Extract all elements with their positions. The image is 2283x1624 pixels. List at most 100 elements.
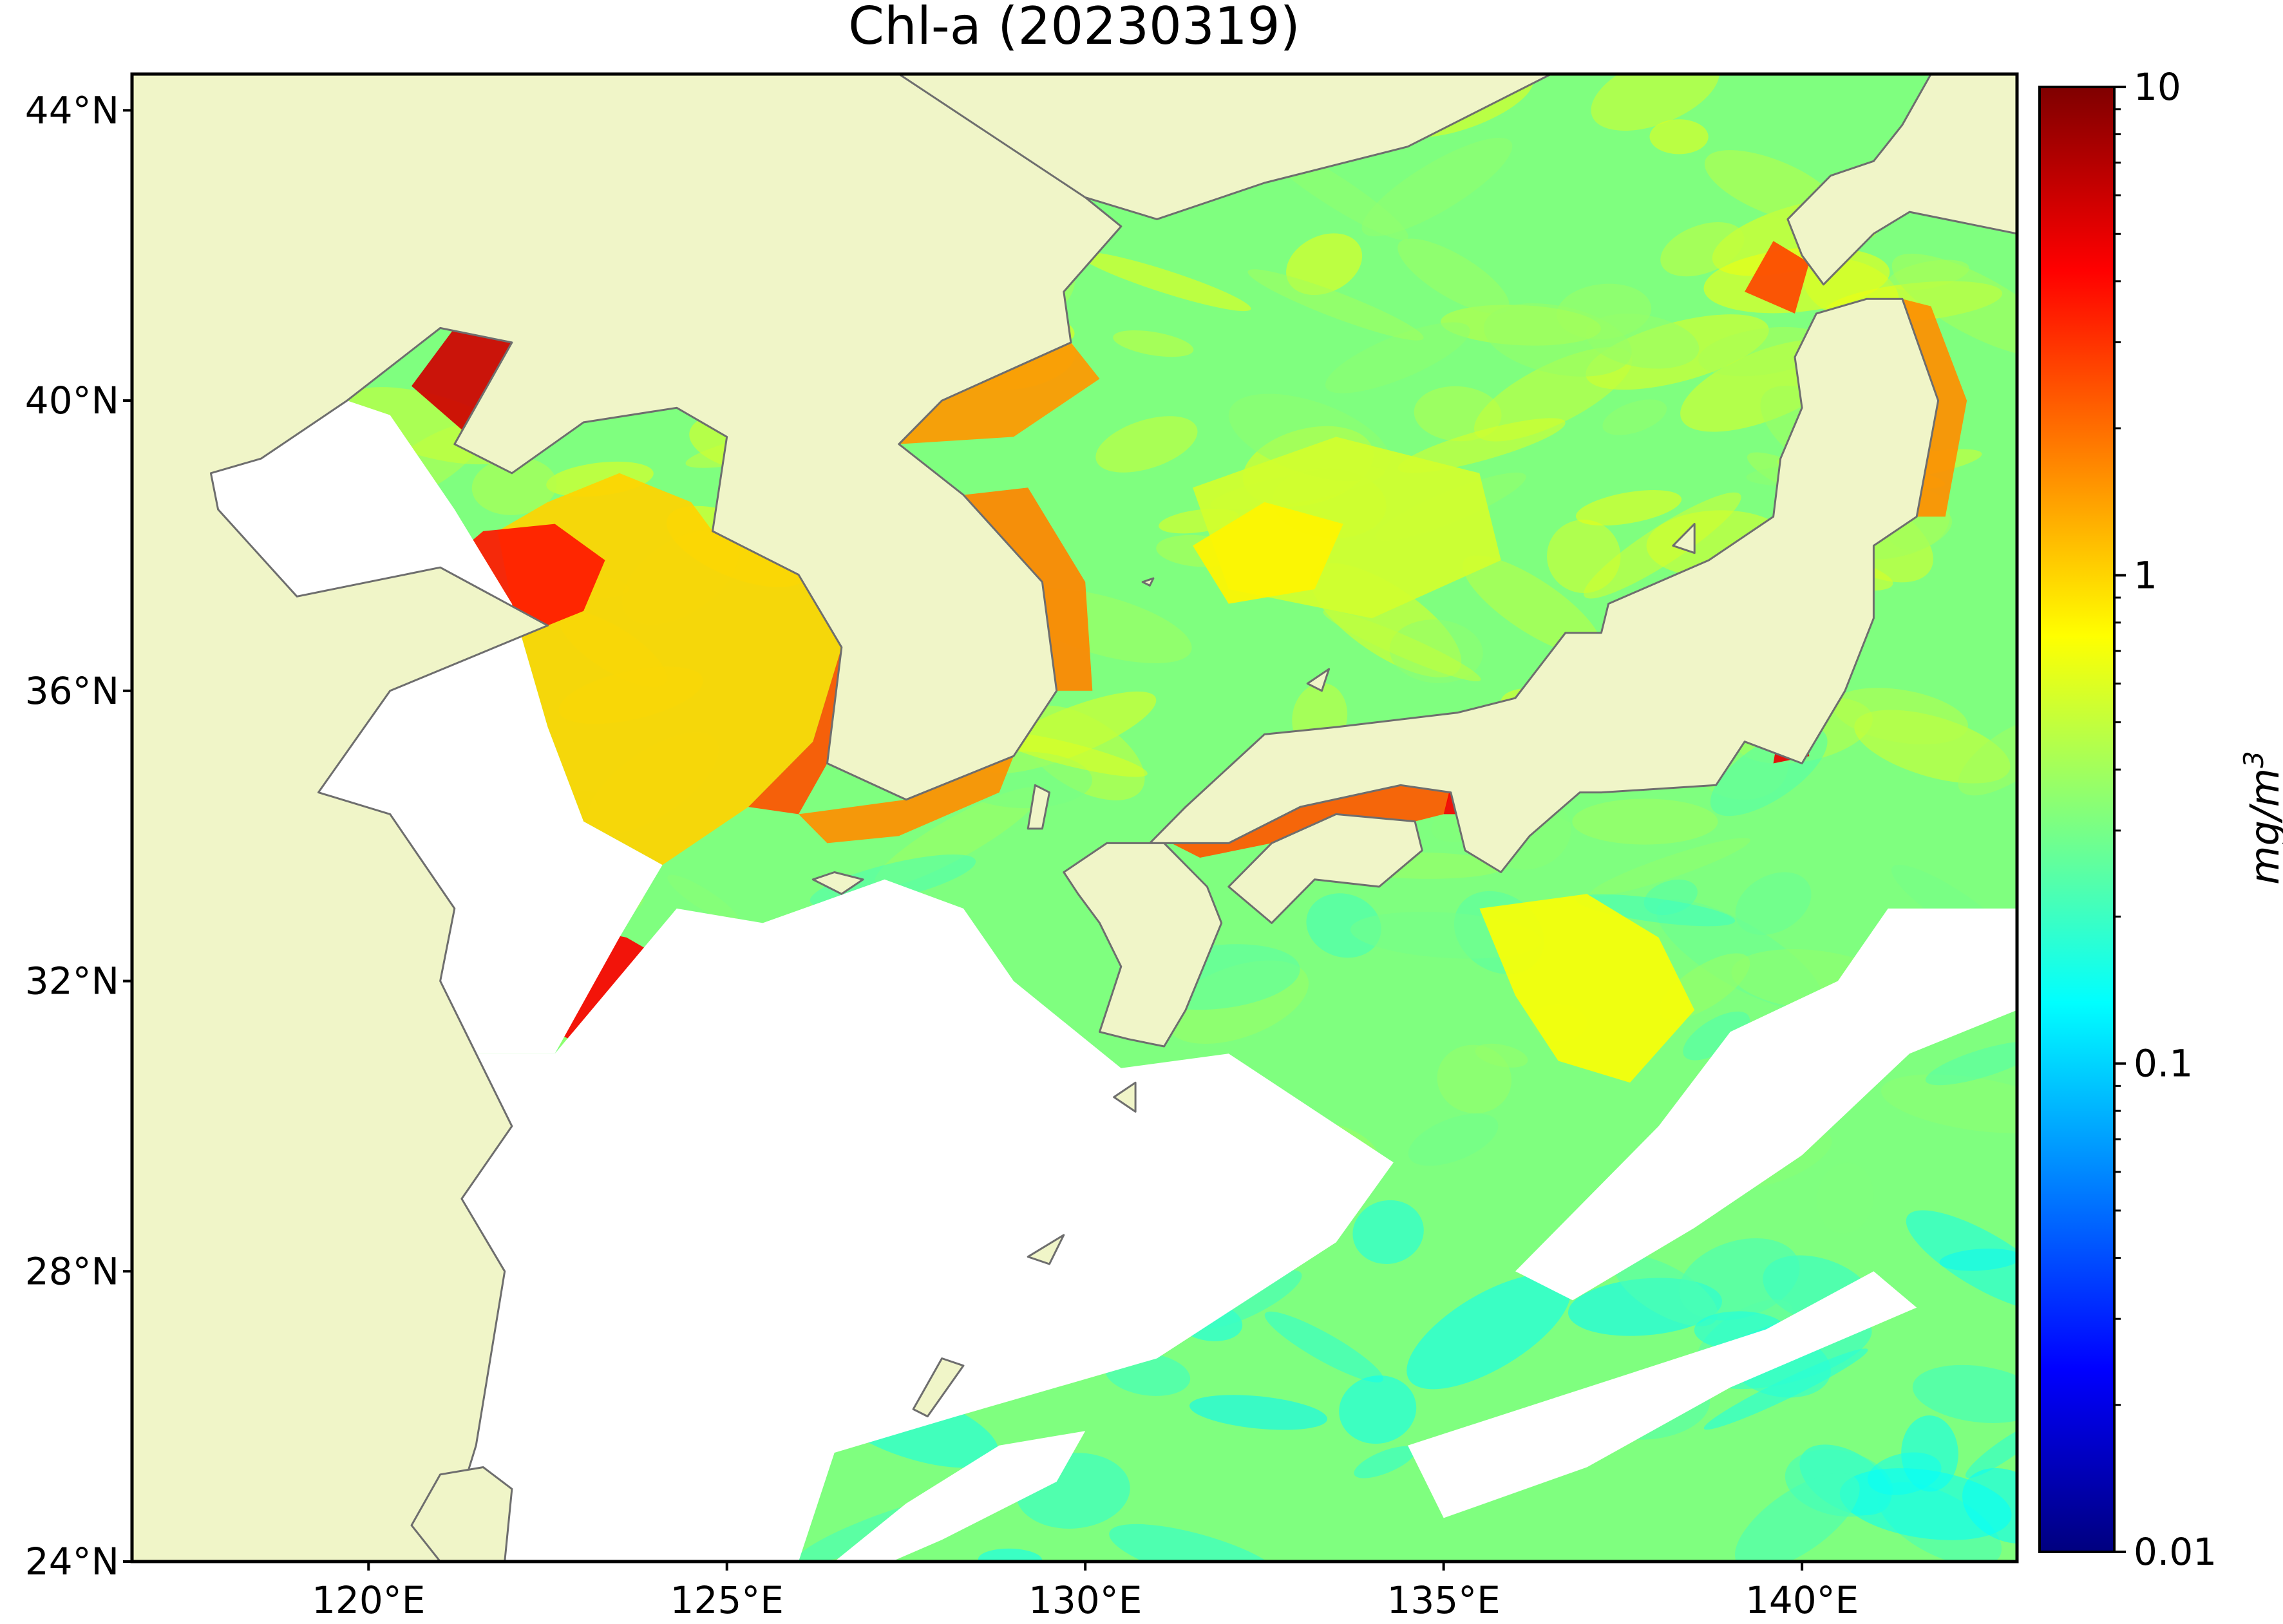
chlorophyll-texture-blob bbox=[1906, 1210, 2017, 1312]
colorbar-tick-label: 0.1 bbox=[2134, 1042, 2193, 1086]
chlorophyll-texture-blob bbox=[1189, 1395, 1327, 1430]
no-data-southern-cloud-streak bbox=[1408, 1271, 1917, 1518]
land-sado bbox=[1672, 523, 1696, 554]
chlorophyll-texture-blob bbox=[1113, 330, 1194, 357]
chlorophyll-texture-blob bbox=[990, 732, 1148, 777]
land-tsushima bbox=[1027, 784, 1050, 830]
chlorophyll-texture-blob bbox=[1352, 1200, 1424, 1264]
chlorophyll-texture-blob bbox=[1925, 1041, 2017, 1086]
chlorophyll-texture-blob bbox=[1602, 399, 1667, 435]
lat-tick-label: 24°N bbox=[25, 1540, 119, 1583]
chl-patch-kuroshio-offshore-patch bbox=[1479, 894, 1695, 1083]
lat-tick-label: 44°N bbox=[25, 88, 119, 132]
lat-tick-label: 40°N bbox=[25, 379, 119, 422]
chl-patch-east-korea-bay bbox=[898, 342, 1100, 444]
chlorophyll-texture-blob bbox=[1547, 519, 1621, 594]
chlorophyll-texture-blob bbox=[1397, 238, 1510, 314]
chlorophyll-texture-blob bbox=[1306, 893, 1381, 958]
chlorophyll-texture-blob bbox=[1354, 1446, 1416, 1478]
chlorophyll-texture-blob bbox=[1361, 137, 1513, 236]
chlorophyll-texture-blob bbox=[1912, 1364, 2017, 1423]
chlorophyll-texture-blob bbox=[1077, 251, 1251, 312]
chlorophyll-texture-blob bbox=[1572, 798, 1718, 845]
colorbar-label: mg/m3 bbox=[2238, 751, 2283, 885]
lon-tick-label: 135°E bbox=[1387, 1578, 1500, 1622]
chlorophyll-texture-blob bbox=[1833, 688, 1968, 744]
chlorophyll-texture-blob bbox=[1339, 1375, 1417, 1444]
chlorophyll-texture-blob bbox=[1880, 1074, 2017, 1133]
lon-tick-label: 125°E bbox=[670, 1578, 784, 1622]
land-kyushu bbox=[1063, 842, 1223, 1048]
chlorophyll-texture-blob bbox=[1286, 233, 1363, 296]
chlorophyll-texture-blob bbox=[1891, 253, 2017, 357]
no-data-eastern-pacific-cloud-gap bbox=[1515, 908, 2017, 1301]
colorbar-gradient-bar bbox=[2040, 87, 2114, 1552]
chlorophyll-texture-blob bbox=[1575, 490, 1682, 526]
longitude-axis: 120°E 125°E 130°E 135°E 140°E bbox=[312, 1562, 1859, 1622]
land-jeju bbox=[811, 871, 864, 895]
chlorophyll-texture-blob bbox=[1614, 1255, 1718, 1327]
chl-patch-tsugaru-region bbox=[1745, 241, 1810, 314]
land-tanegashima-yakushima bbox=[1113, 1081, 1137, 1113]
no-data-east-china-sea-and-pacific-gap bbox=[440, 879, 1394, 1562]
latitude-axis: 44°N 40°N 36°N 32°N 28°N 24°N bbox=[25, 88, 132, 1583]
chlorophyll-texture-blob bbox=[1591, 74, 1719, 131]
chlorophyll-texture-blob bbox=[1463, 555, 1602, 656]
land-taiwan bbox=[410, 1466, 513, 1562]
chlorophyll-texture-blob bbox=[1660, 222, 1745, 277]
colorbar-label-exponent: 3 bbox=[2238, 751, 2269, 768]
land-okinawa bbox=[912, 1357, 965, 1418]
chlorophyll-texture-blob bbox=[667, 874, 739, 923]
colorbar-frame bbox=[2038, 86, 2116, 1553]
chlorophyll-texture-blob bbox=[1325, 322, 1470, 393]
map-frame bbox=[130, 72, 2019, 1563]
lat-tick-label: 36°N bbox=[25, 669, 119, 713]
colorbar-tick-label: 1 bbox=[2134, 553, 2157, 597]
chlorophyll-texture-blob bbox=[1247, 269, 1424, 341]
chlorophyll-texture-blob bbox=[1109, 1524, 1284, 1562]
chlorophyll-texture-blob bbox=[1965, 1421, 2017, 1478]
chlorophyll-texture-blob bbox=[471, 457, 557, 515]
lon-tick-label: 130°E bbox=[1028, 1578, 1142, 1622]
lon-tick-label: 140°E bbox=[1745, 1578, 1859, 1622]
colorbar-tick-label: 10 bbox=[2134, 65, 2181, 109]
chlorophyll-texture-blob bbox=[1484, 303, 1632, 377]
no-data-southwest-cloud-streak bbox=[834, 1431, 1086, 1562]
land-masses bbox=[132, 74, 2017, 1562]
chlorophyll-texture-blob bbox=[1397, 418, 1566, 473]
chlorophyll-texture-blob bbox=[1201, 1270, 1302, 1328]
chlorophyll-texture-blob bbox=[1958, 717, 2017, 796]
chl-patch-korea-east-coast-band bbox=[963, 487, 1093, 691]
land-oki bbox=[1306, 668, 1331, 692]
chlorophyll-texture-blob bbox=[1264, 1311, 1384, 1383]
chlorophyll-texture-blob bbox=[1323, 610, 1481, 682]
colorbar-label-unit: mg/m bbox=[2241, 768, 2283, 885]
chlorophyll-texture-blob bbox=[1839, 1468, 2012, 1540]
chlorophyll-texture-blob bbox=[1735, 872, 1812, 935]
lat-tick-label: 28°N bbox=[25, 1249, 119, 1293]
colorbar-ticks: 10 1 0.1 0.01 bbox=[2114, 65, 2217, 1574]
chl-patch-korean-south-coast bbox=[799, 756, 1014, 844]
chl-patch-shandong-coast-bloom bbox=[440, 524, 605, 626]
map-title: Chl-a (20230319) bbox=[848, 0, 1300, 56]
chl-patch-seto-inland-sea bbox=[1171, 785, 1451, 858]
land-ulleungdo bbox=[1141, 577, 1155, 587]
land-hokkaido bbox=[1786, 74, 2017, 286]
chlorophyll-texture-blob bbox=[1590, 838, 1750, 896]
chlorophyll-texture-blob bbox=[1734, 1473, 1860, 1562]
chlorophyll-texture-blob bbox=[1683, 1011, 1750, 1061]
land-asian-mainland bbox=[132, 74, 1553, 1562]
chl-patch-korean-west-coast bbox=[748, 647, 842, 815]
colorbar: 10 1 0.1 0.01 mg/m3 bbox=[2038, 65, 2283, 1574]
land-honshu bbox=[1148, 297, 1940, 873]
no-data-areas bbox=[211, 401, 2017, 1562]
chl-patch-sanriku-coast bbox=[1902, 299, 1967, 517]
land-shikoku bbox=[1227, 813, 1423, 924]
lat-tick-label: 32°N bbox=[25, 959, 119, 1003]
chlorophyll-texture-blob bbox=[1475, 1043, 1528, 1068]
chlorophyll-texture-blob bbox=[1576, 894, 1736, 927]
colorbar-tick-label: 0.01 bbox=[2134, 1530, 2217, 1574]
chlorophyll-texture-blob bbox=[1407, 1274, 1571, 1390]
chl-patch-japan-sea-south-patch bbox=[1193, 502, 1343, 604]
